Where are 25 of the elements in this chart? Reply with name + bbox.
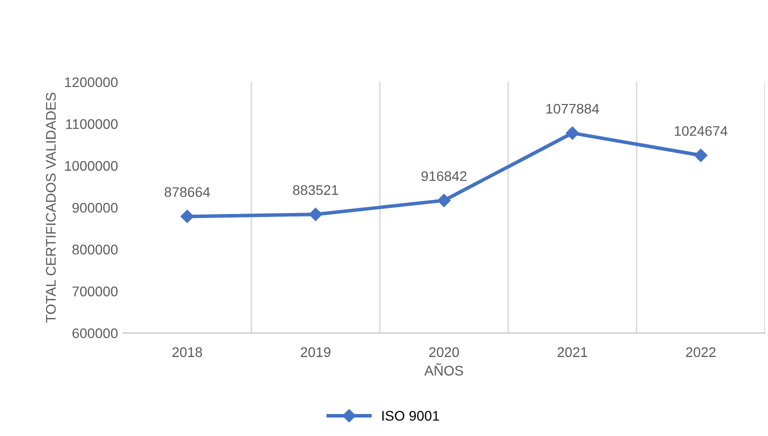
data-label: 1024674	[674, 126, 728, 136]
data-label: 916842	[421, 171, 466, 182]
data-label: 878664	[164, 187, 210, 198]
y-tick-label: 900000	[72, 202, 118, 213]
x-tick-label: 2018	[172, 347, 202, 358]
point	[694, 148, 708, 162]
x-tick-label: 2019	[300, 347, 330, 358]
x-tick-label: 2022	[686, 347, 716, 358]
y-tick-label: 1200000	[65, 77, 118, 88]
point	[437, 194, 451, 208]
y-tick-label: 1000000	[65, 161, 118, 171]
y-tick-label: 700000	[72, 286, 118, 296]
point	[180, 210, 194, 224]
y-axis-title: TOTAL CERTIFICADOS VALIDADES	[46, 92, 56, 323]
point	[566, 126, 579, 140]
x-tick-label: 2021	[558, 347, 588, 358]
x-tick-label: 2020	[429, 347, 459, 358]
y-tick-label: 600000	[72, 328, 118, 338]
y-tick-label: 800000	[72, 244, 118, 255]
legend-label: ISO 9001	[382, 410, 440, 421]
y-tick-label: 1100000	[66, 119, 118, 130]
data-label: 1077884	[546, 104, 600, 114]
x-axis-title: AÑOS	[424, 363, 464, 376]
point	[309, 208, 322, 221]
data-label: 883521	[293, 185, 338, 195]
